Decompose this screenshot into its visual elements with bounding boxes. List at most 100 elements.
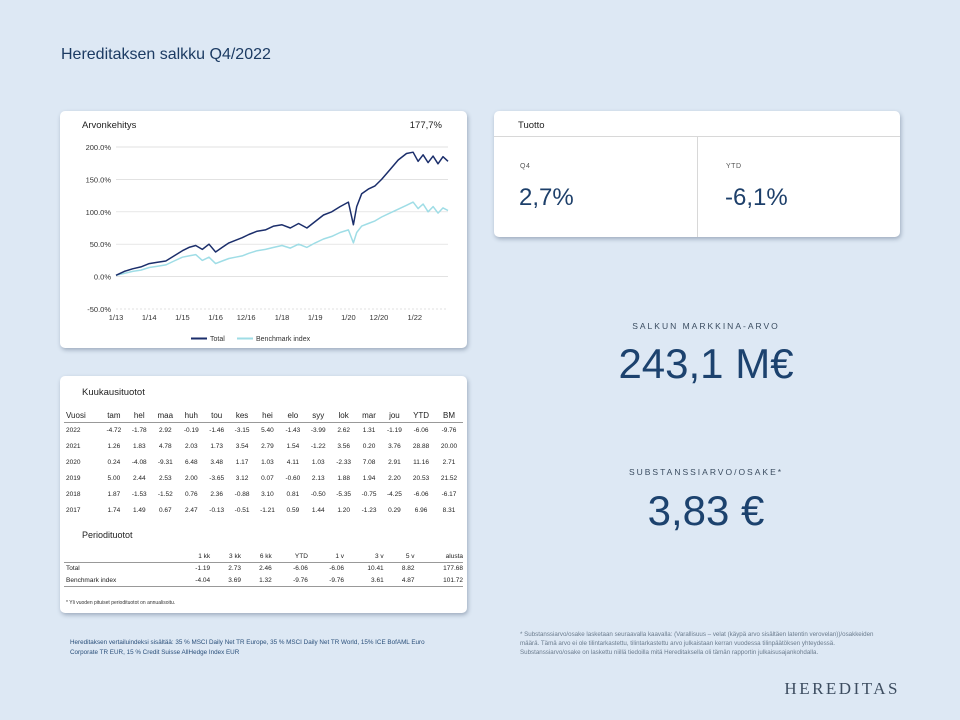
table-cell: 2021 — [66, 443, 81, 450]
table-cell: -4.04 — [174, 574, 211, 587]
table-cell: 20.53 — [412, 475, 430, 482]
nav-footnote: * Substanssiarvo/osake lasketaan seuraav… — [520, 631, 874, 656]
column-header: 1 v — [307, 551, 345, 563]
table-cell: 1.87 — [107, 491, 121, 498]
table-cell: 1.44 — [311, 507, 325, 514]
table-cell: 1.88 — [337, 475, 350, 482]
column-header: 3 kk — [210, 551, 241, 563]
x-tick-label: 1/15 — [175, 313, 190, 322]
table-cell: 1.20 — [337, 507, 350, 514]
x-tick-label: 12/16 — [237, 313, 256, 322]
table-cell: -0.50 — [310, 491, 326, 498]
table-cell: 10.41 — [367, 565, 384, 573]
return-card-title: Tuotto — [518, 120, 545, 131]
table-cell: 3.61 — [344, 574, 384, 587]
x-tick-label: 1/16 — [208, 313, 223, 322]
performance-chart-card: Arvonkehitys 177,7% 200.0% 150.0% 100.0% 50… — [60, 111, 467, 348]
table-cell: Total — [66, 565, 80, 573]
x-tick-label: 12/20 — [370, 313, 389, 322]
table-cell: 2.47 — [184, 507, 198, 514]
table-cell: 0.20 — [362, 443, 376, 450]
y-tick-label: 100.0% — [86, 208, 112, 217]
table-cell: 3.56 — [337, 443, 350, 450]
column-header: 1 kk — [174, 551, 211, 563]
table-cell: 1.32 — [240, 574, 272, 587]
column-header: kes — [229, 409, 255, 423]
table-cell: 1.73 — [210, 443, 224, 450]
hereditas-logo: HEREDITAS — [784, 679, 900, 698]
table-cell: -1.43 — [285, 427, 301, 435]
table-row: 2020 0.24 -4.08 -9.31 6.48 3.48 1.17 1.03 4.11 1.… — [64, 455, 463, 471]
table-cell: -1.52 — [157, 491, 173, 498]
table-row: 2021 1.26 1.83 4.78 2.03 1.73 3.54 2.79 1.54 -1.2… — [64, 439, 463, 455]
table-cell: -9.76 — [271, 574, 308, 587]
table-cell: -4.25 — [387, 491, 402, 498]
column-header: BM — [435, 409, 463, 423]
period-returns-title: Periodituotot — [82, 530, 133, 540]
column-header: hei — [254, 409, 281, 423]
return-card-vertical-divider — [697, 136, 698, 237]
x-tick-label: 1/13 — [109, 313, 124, 322]
table-cell: 1.26 — [107, 443, 121, 450]
benchmark-footnote: Hereditaksen vertailuindeksi sisältää: 3… — [70, 639, 425, 656]
column-header: hel — [126, 409, 152, 423]
series-line-total — [115, 151, 449, 276]
table-cell: 4.87 — [383, 574, 415, 587]
table-row: 2018 1.87 -1.53 -1.52 0.76 2.36 -0.88 3.10 0.81 -… — [64, 487, 463, 503]
table-cell: -3.15 — [234, 427, 250, 435]
chart-title: Arvonkehitys — [82, 120, 137, 131]
table-cell: -2.33 — [336, 459, 352, 466]
table-cell: 3.54 — [235, 443, 249, 450]
table-cell: -0.60 — [285, 475, 301, 482]
table-cell: 1.31 — [362, 427, 376, 435]
table-cell: 177.68 — [443, 565, 463, 573]
table-cell: 4.11 — [286, 459, 299, 466]
table-cell: -3.99 — [310, 427, 326, 435]
table-cell: 1.17 — [235, 459, 249, 466]
table-cell: 28.88 — [412, 443, 430, 450]
q4-label: Q4 — [520, 163, 531, 170]
table-cell: -6.06 — [413, 491, 429, 498]
table-cell: 3.69 — [210, 574, 241, 587]
table-cell: 0.67 — [158, 507, 172, 514]
column-header: YTD — [407, 409, 435, 423]
table-row: 2022 -4.72 -1.78 2.92 -0.19 -1.46 -3.15 5.40 -1.… — [64, 423, 463, 439]
table-cell: 2.44 — [132, 475, 146, 482]
column-header: YTD — [271, 551, 308, 563]
table-cell: 2.71 — [442, 459, 456, 466]
table-cell: -1.46 — [209, 427, 225, 435]
column-header: Vuosi — [64, 409, 102, 423]
column-header: alusta — [414, 551, 463, 563]
table-cell: -9.76 — [441, 427, 457, 435]
page-title: Hereditaksen salkku Q4/2022 — [61, 46, 271, 63]
table-cell: Benchmark index — [64, 574, 174, 587]
table-cell: 8.82 — [401, 565, 415, 573]
table-cell: 1.54 — [286, 443, 300, 450]
table-cell: 1.83 — [132, 443, 146, 450]
column-header: elo — [280, 409, 306, 423]
returns-table-card: Kuukausituotot Vuosi tam hel maa huh tou kes he… — [60, 376, 467, 613]
column-header: jou — [381, 409, 408, 423]
table-cell: 0.07 — [261, 475, 274, 482]
table-cell: 1.49 — [132, 507, 146, 514]
performance-line-chart: 200.0% 150.0% 100.0% 50.0% 0.0% -50.0%1/13 1/1… — [86, 143, 449, 343]
table-cell: 101.72 — [414, 574, 463, 587]
table-cell: 0.29 — [388, 507, 401, 514]
table-cell: -6.06 — [413, 427, 429, 435]
table-cell: 3.10 — [261, 491, 274, 498]
table-cell: 5.40 — [261, 427, 274, 435]
column-header — [64, 551, 174, 563]
table-cell: 21.52 — [440, 475, 458, 482]
table-cell: -4.08 — [131, 459, 147, 466]
column-header: huh — [178, 409, 204, 423]
table-cell: -9.76 — [307, 574, 345, 587]
y-tick-label: -50.0% — [87, 305, 111, 314]
table-cell: -1.22 — [310, 443, 326, 450]
nav-per-share-value: 3,83 € — [647, 487, 765, 534]
table-cell: 7.08 — [362, 459, 376, 466]
table-cell: -1.78 — [131, 427, 147, 435]
table-cell: -3.65 — [209, 475, 225, 482]
table-cell: -6.17 — [441, 491, 457, 498]
table-cell: -9.31 — [157, 459, 173, 466]
y-tick-label: 150.0% — [86, 175, 112, 184]
